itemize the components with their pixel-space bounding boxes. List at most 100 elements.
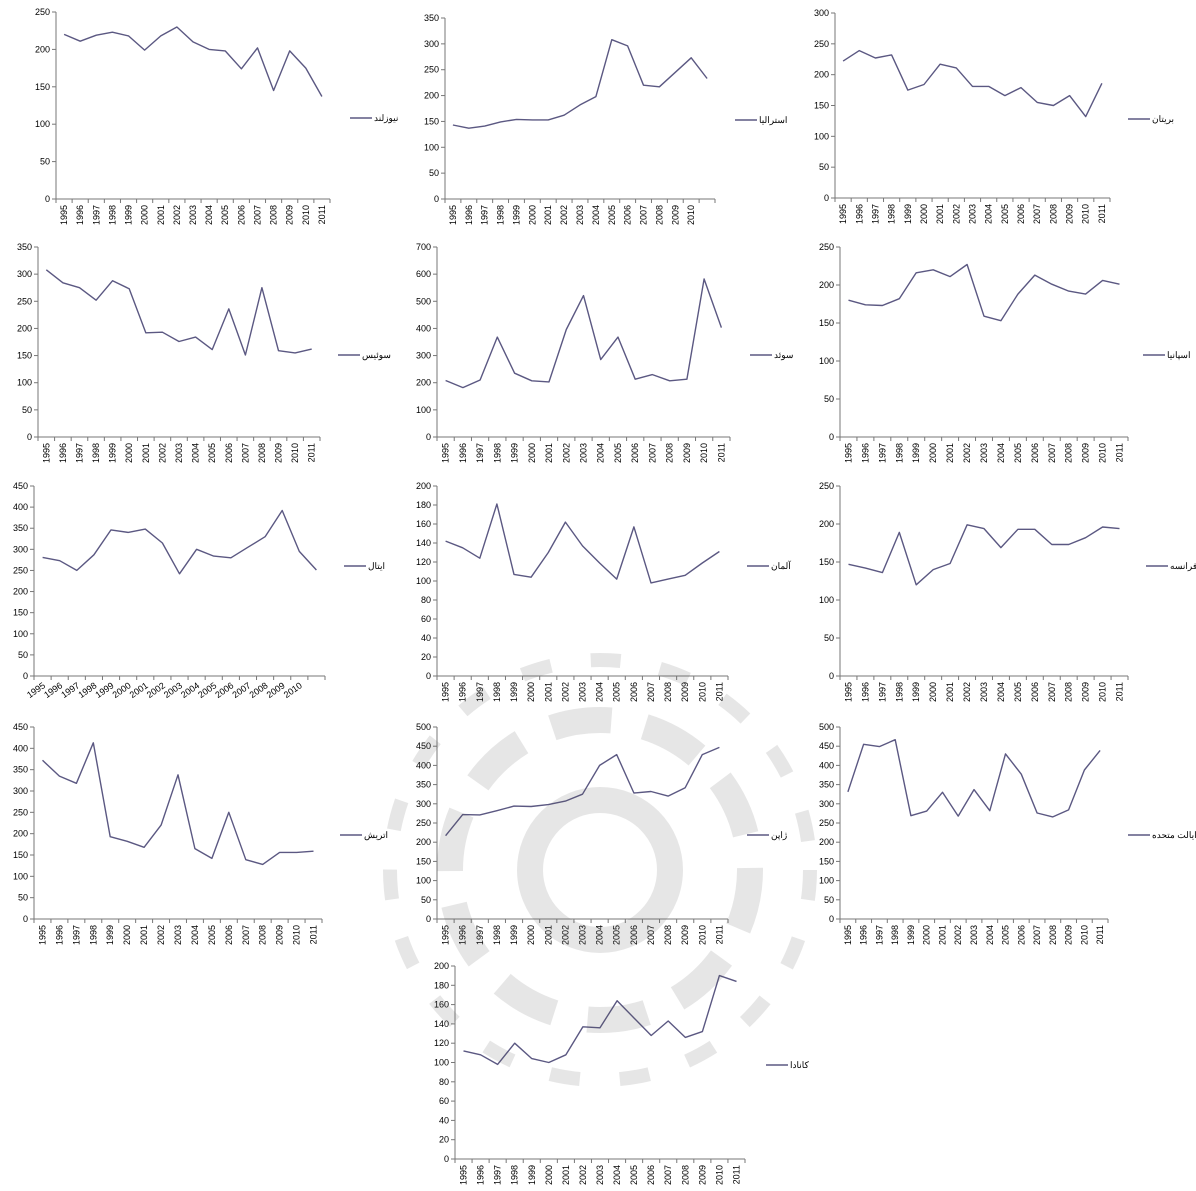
- x-tick-label: 2000: [922, 925, 932, 945]
- x-tick-label: 2009: [275, 925, 285, 945]
- x-tick-label: 2005: [1013, 682, 1023, 702]
- x-tick-label: 2001: [141, 443, 151, 463]
- x-tick-label: 2003: [188, 205, 198, 225]
- x-tick-label: 2008: [258, 925, 268, 945]
- y-tick-label: 80: [439, 1077, 449, 1087]
- y-tick-label: 200: [13, 829, 28, 839]
- x-tick-label: 1999: [108, 443, 118, 463]
- x-tick-label: 2004: [596, 443, 606, 463]
- chart-germany: 0 20 40 60 80 100 120 140 160 180 200 1995 1996 1997 1…: [416, 481, 791, 702]
- x-tick-label: 2008: [1064, 682, 1074, 702]
- x-tick-label: 1996: [464, 205, 474, 225]
- y-tick-label: 0: [444, 1154, 449, 1164]
- x-tick-label: 2002: [156, 925, 166, 945]
- x-tick-label: 1997: [475, 443, 485, 463]
- y-tick-label: 200: [35, 44, 50, 54]
- x-tick-label: 2005: [607, 205, 617, 225]
- x-tick-label: 1997: [874, 925, 884, 945]
- x-tick-label: 2007: [639, 205, 649, 225]
- x-tick-label: 2003: [578, 925, 588, 945]
- chart-britain: 0 50 100 150 200 250 300 1995 1996 1997 1998 1999 20…: [814, 8, 1174, 224]
- y-tick-label: 100: [35, 119, 50, 129]
- x-tick-label: 2003: [979, 682, 989, 702]
- x-tick-label: 2010: [290, 443, 300, 463]
- y-tick-label: 0: [829, 671, 834, 681]
- x-tick-label: 2002: [560, 925, 570, 945]
- y-tick-label: 200: [13, 587, 28, 597]
- y-tick-label: 140: [416, 538, 431, 548]
- series-line: [42, 509, 317, 575]
- x-tick-label: 2008: [1064, 443, 1074, 463]
- x-tick-label: 1997: [480, 205, 490, 225]
- x-tick-label: 2007: [252, 205, 262, 225]
- y-tick-label: 50: [18, 893, 28, 903]
- x-tick-label: 2009: [1081, 682, 1091, 702]
- x-tick-label: 1995: [843, 682, 853, 702]
- y-tick-label: 200: [814, 70, 829, 80]
- x-tick-label: 2007: [1047, 443, 1057, 463]
- x-tick-label: 2001: [543, 925, 553, 945]
- y-tick-label: 250: [424, 65, 439, 75]
- x-tick-label: 1999: [510, 443, 520, 463]
- y-tick-label: 250: [35, 7, 50, 17]
- x-tick-label: 2001: [156, 205, 166, 225]
- x-tick-label: 2010: [1079, 925, 1089, 945]
- y-tick-label: 200: [424, 91, 439, 101]
- x-tick-label: 1996: [75, 205, 85, 225]
- y-tick-label: 450: [416, 741, 431, 751]
- x-tick-label: 2006: [1030, 443, 1040, 463]
- y-tick-label: 0: [426, 671, 431, 681]
- x-tick-label: 2010: [1081, 204, 1091, 224]
- x-tick-label: 2011: [714, 682, 724, 701]
- y-tick-label: 200: [416, 378, 431, 388]
- x-tick-label: 1999: [124, 205, 134, 225]
- legend-label: اتریش: [364, 830, 388, 841]
- x-tick-label: 2001: [543, 682, 553, 702]
- y-tick-label: 150: [819, 557, 834, 567]
- x-tick-label: 1998: [88, 925, 98, 945]
- y-tick-label: 50: [824, 394, 834, 404]
- x-tick-label: 2004: [204, 205, 214, 225]
- y-tick-label: 400: [13, 502, 28, 512]
- y-tick-label: 100: [17, 378, 32, 388]
- x-tick-label: 1998: [496, 205, 506, 225]
- y-tick-label: 350: [819, 780, 834, 790]
- x-tick-label: 2005: [207, 925, 217, 945]
- x-tick-label: 1999: [911, 443, 921, 463]
- x-tick-label: 2008: [1048, 925, 1058, 945]
- x-tick-label: 1998: [894, 443, 904, 463]
- y-tick-label: 50: [429, 168, 439, 178]
- x-tick-label: 2001: [945, 443, 955, 463]
- y-tick-label: 100: [13, 629, 28, 639]
- y-tick-label: 150: [17, 351, 32, 361]
- x-tick-label: 2000: [140, 205, 150, 225]
- y-tick-label: 300: [416, 351, 431, 361]
- y-tick-label: 300: [424, 39, 439, 49]
- x-tick-label: 1999: [906, 925, 916, 945]
- y-tick-label: 0: [23, 914, 28, 924]
- y-tick-label: 350: [424, 13, 439, 23]
- x-tick-label: 2010: [697, 925, 707, 945]
- y-tick-label: 450: [13, 481, 28, 491]
- x-tick-label: 2002: [172, 205, 182, 225]
- legend-label: کانادا: [790, 1060, 809, 1070]
- x-tick-label: 2003: [595, 1165, 605, 1185]
- x-tick-label: 1998: [887, 204, 897, 224]
- x-tick-label: 1999: [509, 925, 519, 945]
- y-tick-label: 60: [421, 614, 431, 624]
- x-tick-label: 1999: [903, 204, 913, 224]
- series-line: [452, 39, 708, 129]
- x-tick-label: 1995: [37, 925, 47, 945]
- x-tick-label: 2007: [241, 925, 251, 945]
- x-tick-label: 1996: [458, 682, 468, 702]
- x-tick-label: 2001: [543, 205, 553, 225]
- x-tick-label: 1997: [71, 925, 81, 945]
- series-line: [42, 742, 314, 866]
- y-tick-label: 150: [13, 850, 28, 860]
- x-tick-label: 2004: [595, 682, 605, 702]
- y-tick-label: 250: [814, 39, 829, 49]
- x-tick-label: 1996: [458, 443, 468, 463]
- x-tick-label: 2011: [1097, 204, 1107, 223]
- x-tick-label: 2000: [928, 682, 938, 702]
